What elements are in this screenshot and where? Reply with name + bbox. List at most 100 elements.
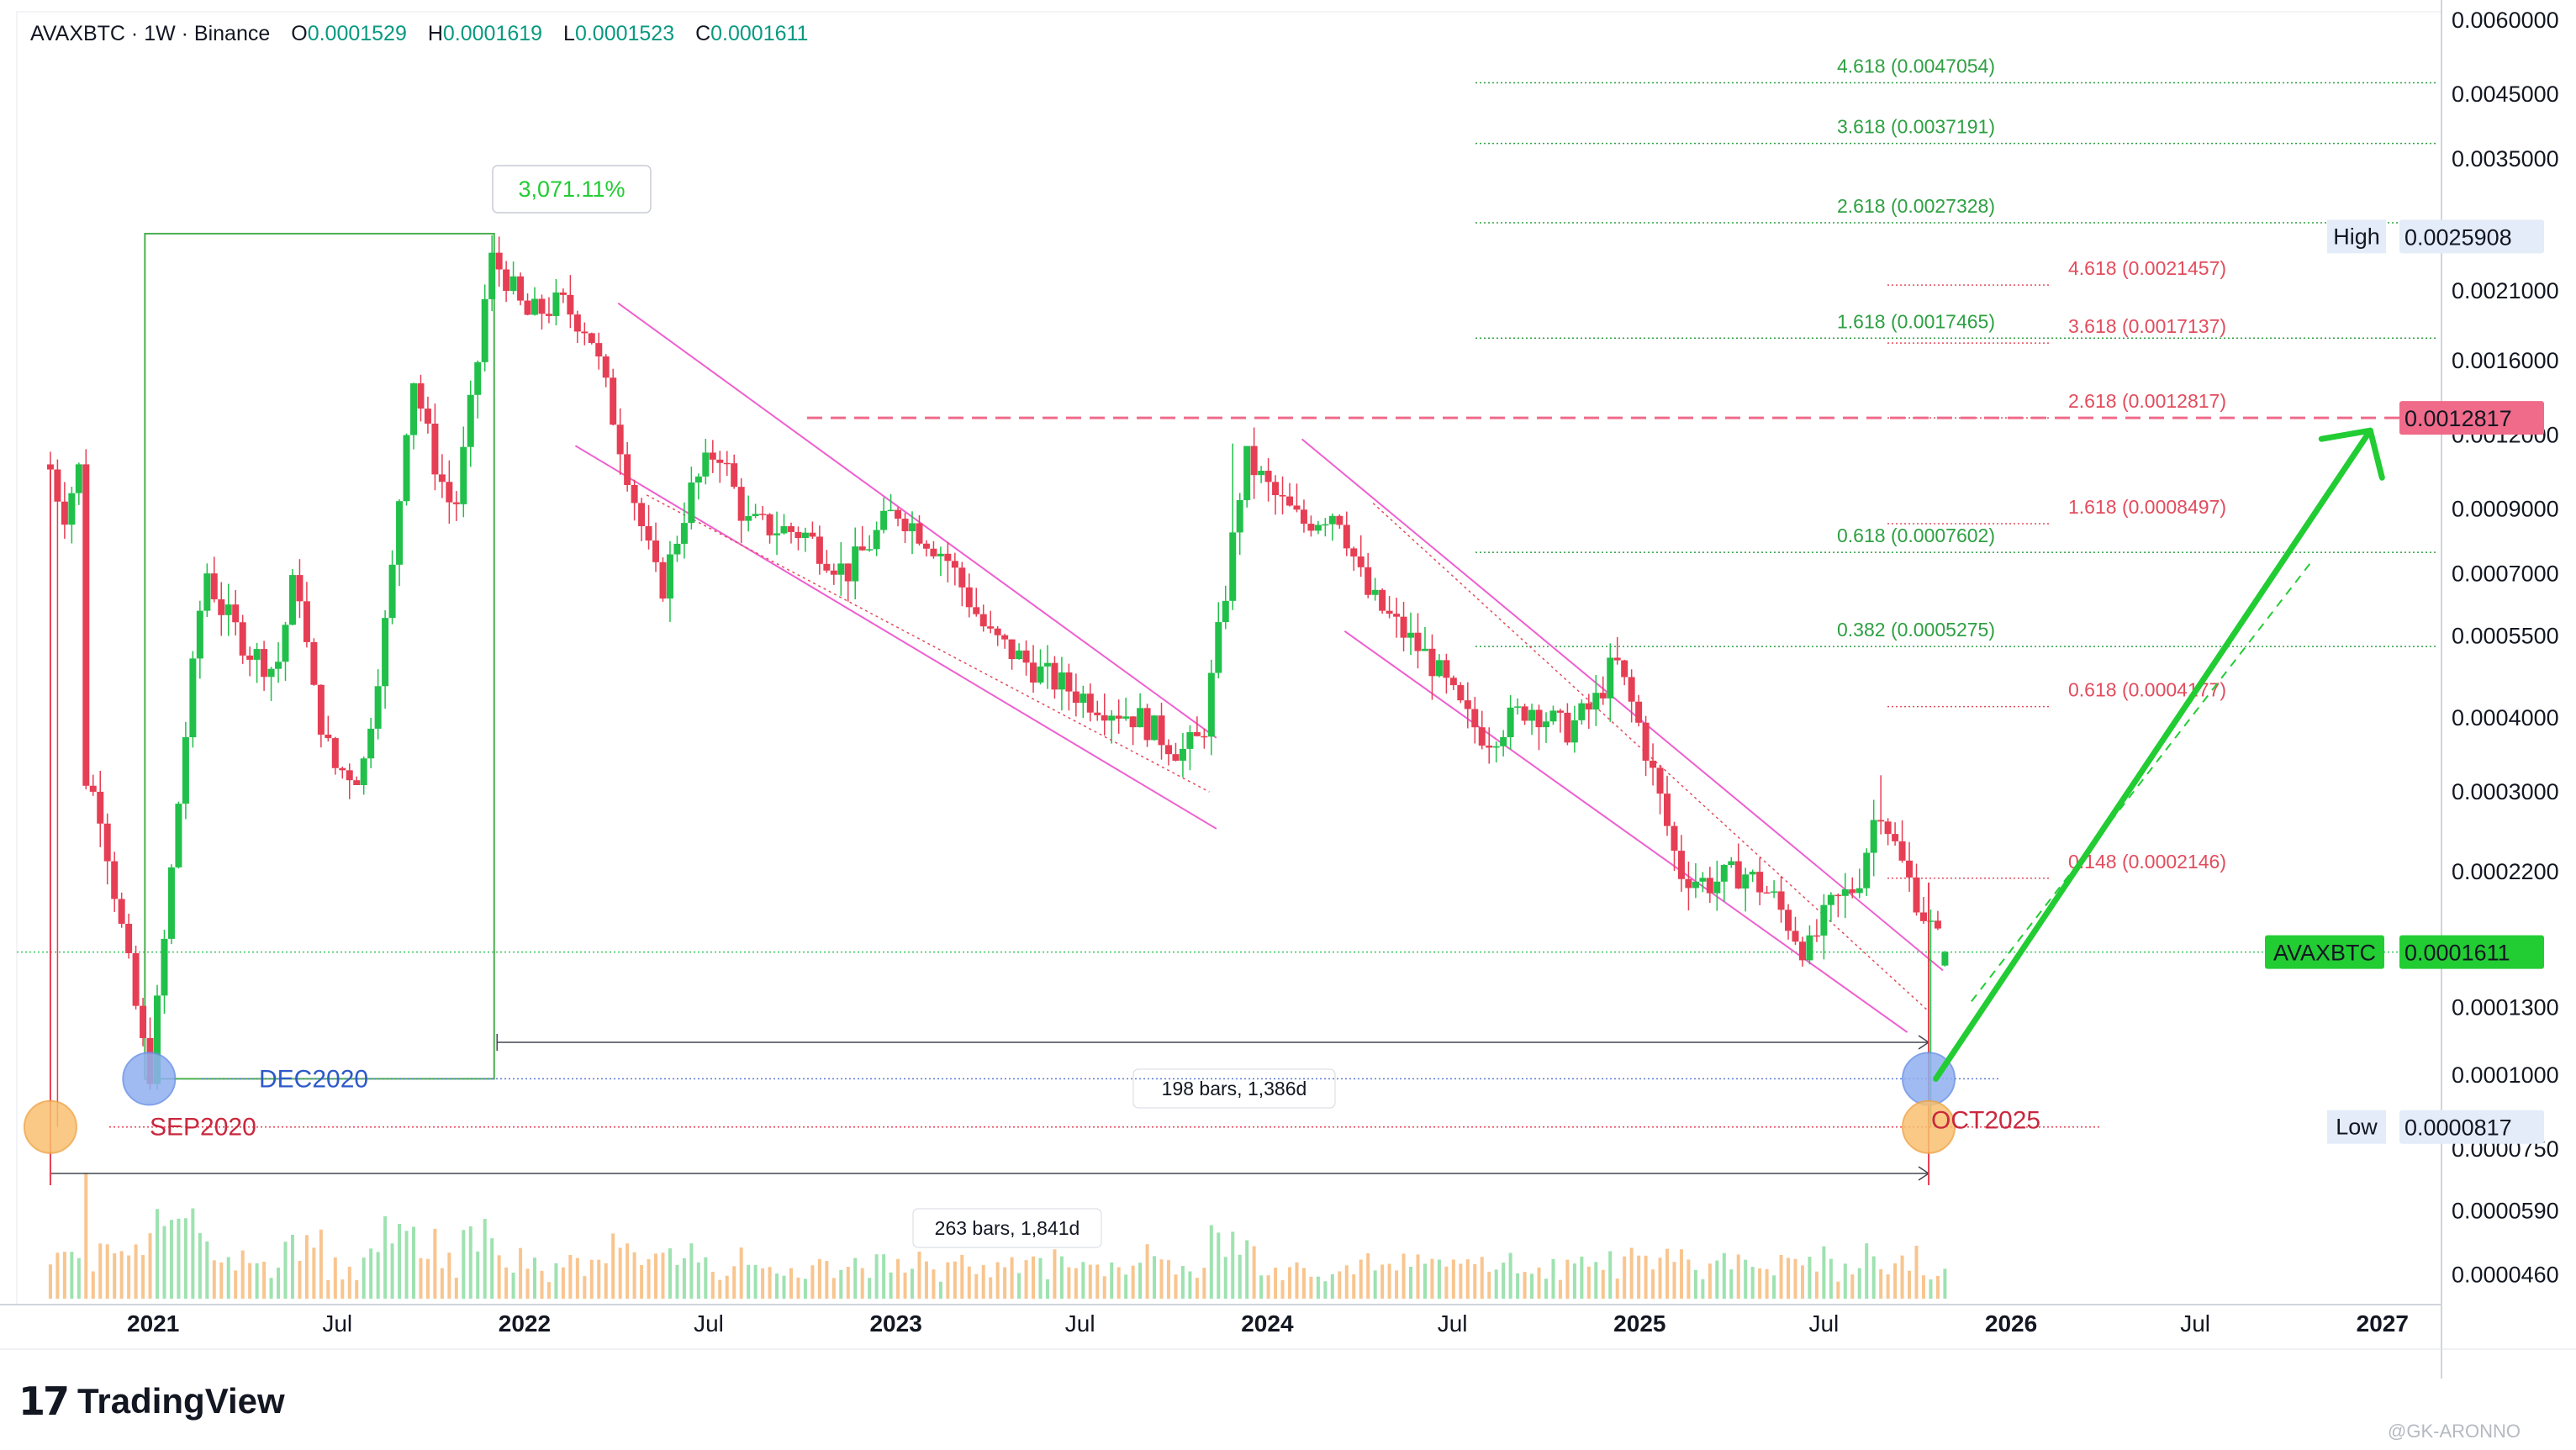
candle-body: [1164, 745, 1172, 755]
candle-body: [282, 625, 289, 662]
candle-body: [481, 298, 488, 362]
candle-body: [652, 540, 660, 562]
volume-bar: [1038, 1258, 1043, 1299]
volume-bar: [1473, 1263, 1477, 1299]
price-tick-label: 0.0002200: [2452, 859, 2559, 884]
time-tick-label: Jul: [1065, 1310, 1095, 1337]
candle-body: [1179, 748, 1186, 761]
candle-body: [766, 514, 773, 535]
volume-bar: [967, 1266, 971, 1299]
candle-body: [1556, 710, 1564, 713]
candle-body: [958, 567, 966, 588]
volume-bar: [1929, 1279, 1933, 1299]
price-tick-label: 0.0003000: [2452, 779, 2559, 804]
volume-bar: [668, 1248, 672, 1299]
volume-bar: [1644, 1255, 1648, 1299]
candle-body: [702, 452, 710, 477]
volume-bar: [468, 1226, 472, 1299]
descending-channels: [574, 302, 1944, 1033]
volume-bar: [782, 1275, 786, 1299]
volume-bar: [1231, 1231, 1235, 1299]
volume-bar: [511, 1272, 515, 1299]
candle-body: [1464, 700, 1471, 709]
time-tick-label: Jul: [2180, 1310, 2210, 1337]
volume-bar: [1338, 1271, 1342, 1299]
candle-body: [595, 343, 603, 357]
candle-body: [161, 938, 168, 996]
volume-bar: [1238, 1254, 1242, 1299]
volume-bar: [583, 1276, 587, 1299]
price-tick-label: 0.0000590: [2452, 1198, 2559, 1223]
price-tick-label: 0.0021000: [2452, 278, 2559, 303]
volume-bar: [803, 1279, 807, 1299]
low-tag-label: Low: [2336, 1115, 2378, 1140]
candle-body: [261, 649, 268, 678]
volume-bar: [1373, 1270, 1377, 1299]
candle-body: [1671, 825, 1678, 852]
candle-body: [1792, 931, 1799, 942]
candle-body: [1564, 712, 1571, 743]
target-tag: 0.0012817: [2399, 401, 2544, 435]
volume-bar: [1032, 1256, 1036, 1299]
candle-body: [1022, 650, 1030, 663]
volume-bar: [369, 1248, 373, 1299]
volume-bar: [597, 1259, 601, 1299]
volume-bar: [718, 1279, 722, 1299]
low-tag-value-box: [2399, 1110, 2544, 1144]
candle-body: [1471, 709, 1479, 728]
volume-bar: [1017, 1273, 1021, 1299]
candle-body: [1186, 732, 1194, 749]
channel-line: [617, 302, 1217, 739]
candle-body: [467, 394, 474, 447]
candle-body: [1414, 632, 1422, 651]
volume-bar: [1921, 1275, 1925, 1299]
candle-body: [325, 734, 332, 739]
candle-body: [1243, 446, 1251, 500]
candle-body: [1621, 660, 1628, 678]
candle-body: [716, 459, 724, 463]
volume-bar: [1124, 1274, 1128, 1299]
candle-body: [1486, 746, 1493, 748]
candle-body: [1892, 834, 1899, 841]
candle-body: [189, 658, 197, 738]
candle-body: [987, 626, 995, 629]
volume-bar: [340, 1279, 345, 1299]
volume-bar: [682, 1258, 686, 1299]
volume-bar: [141, 1255, 145, 1299]
volume-bar: [789, 1268, 793, 1299]
volume-bar: [1423, 1263, 1427, 1299]
volume-bar: [277, 1268, 281, 1299]
volume-bar: [1081, 1262, 1085, 1299]
candle-body: [1065, 672, 1073, 692]
candle-body: [1058, 672, 1065, 690]
volume-bar: [860, 1268, 864, 1299]
projection-arrow-line: [1933, 427, 2373, 1082]
time-tick-label: Jul: [1808, 1310, 1839, 1337]
candle-body: [1514, 706, 1522, 708]
candle-body: [1664, 794, 1671, 826]
tradingview-brand[interactable]: 17 TradingView: [18, 1379, 285, 1424]
volume-bar: [604, 1263, 608, 1299]
fib-green-label: 0.382 (0.0005275): [1837, 619, 1995, 641]
candle-body: [140, 1005, 147, 1038]
volume-bar: [911, 1268, 915, 1299]
volume-bar: [1395, 1270, 1399, 1299]
candle-body: [780, 526, 788, 534]
price-tick-label: 0.0005500: [2452, 623, 2559, 648]
fib-red-label: 3.618 (0.0017137): [2068, 315, 2226, 337]
volume-bar: [1266, 1275, 1270, 1299]
candle-body: [545, 314, 552, 316]
candle-body: [488, 252, 496, 299]
candle-body: [1314, 525, 1322, 531]
volume-bar: [1444, 1266, 1449, 1299]
candle-body: [944, 553, 952, 562]
candle-body: [645, 525, 652, 541]
volume-bar: [1110, 1262, 1114, 1299]
candle-series: [46, 235, 1949, 1127]
candle-body: [1798, 941, 1806, 961]
candle-body: [1300, 509, 1307, 525]
volume-bar: [874, 1254, 879, 1299]
candle-body: [1692, 881, 1699, 888]
volume-bar: [1893, 1263, 1898, 1299]
